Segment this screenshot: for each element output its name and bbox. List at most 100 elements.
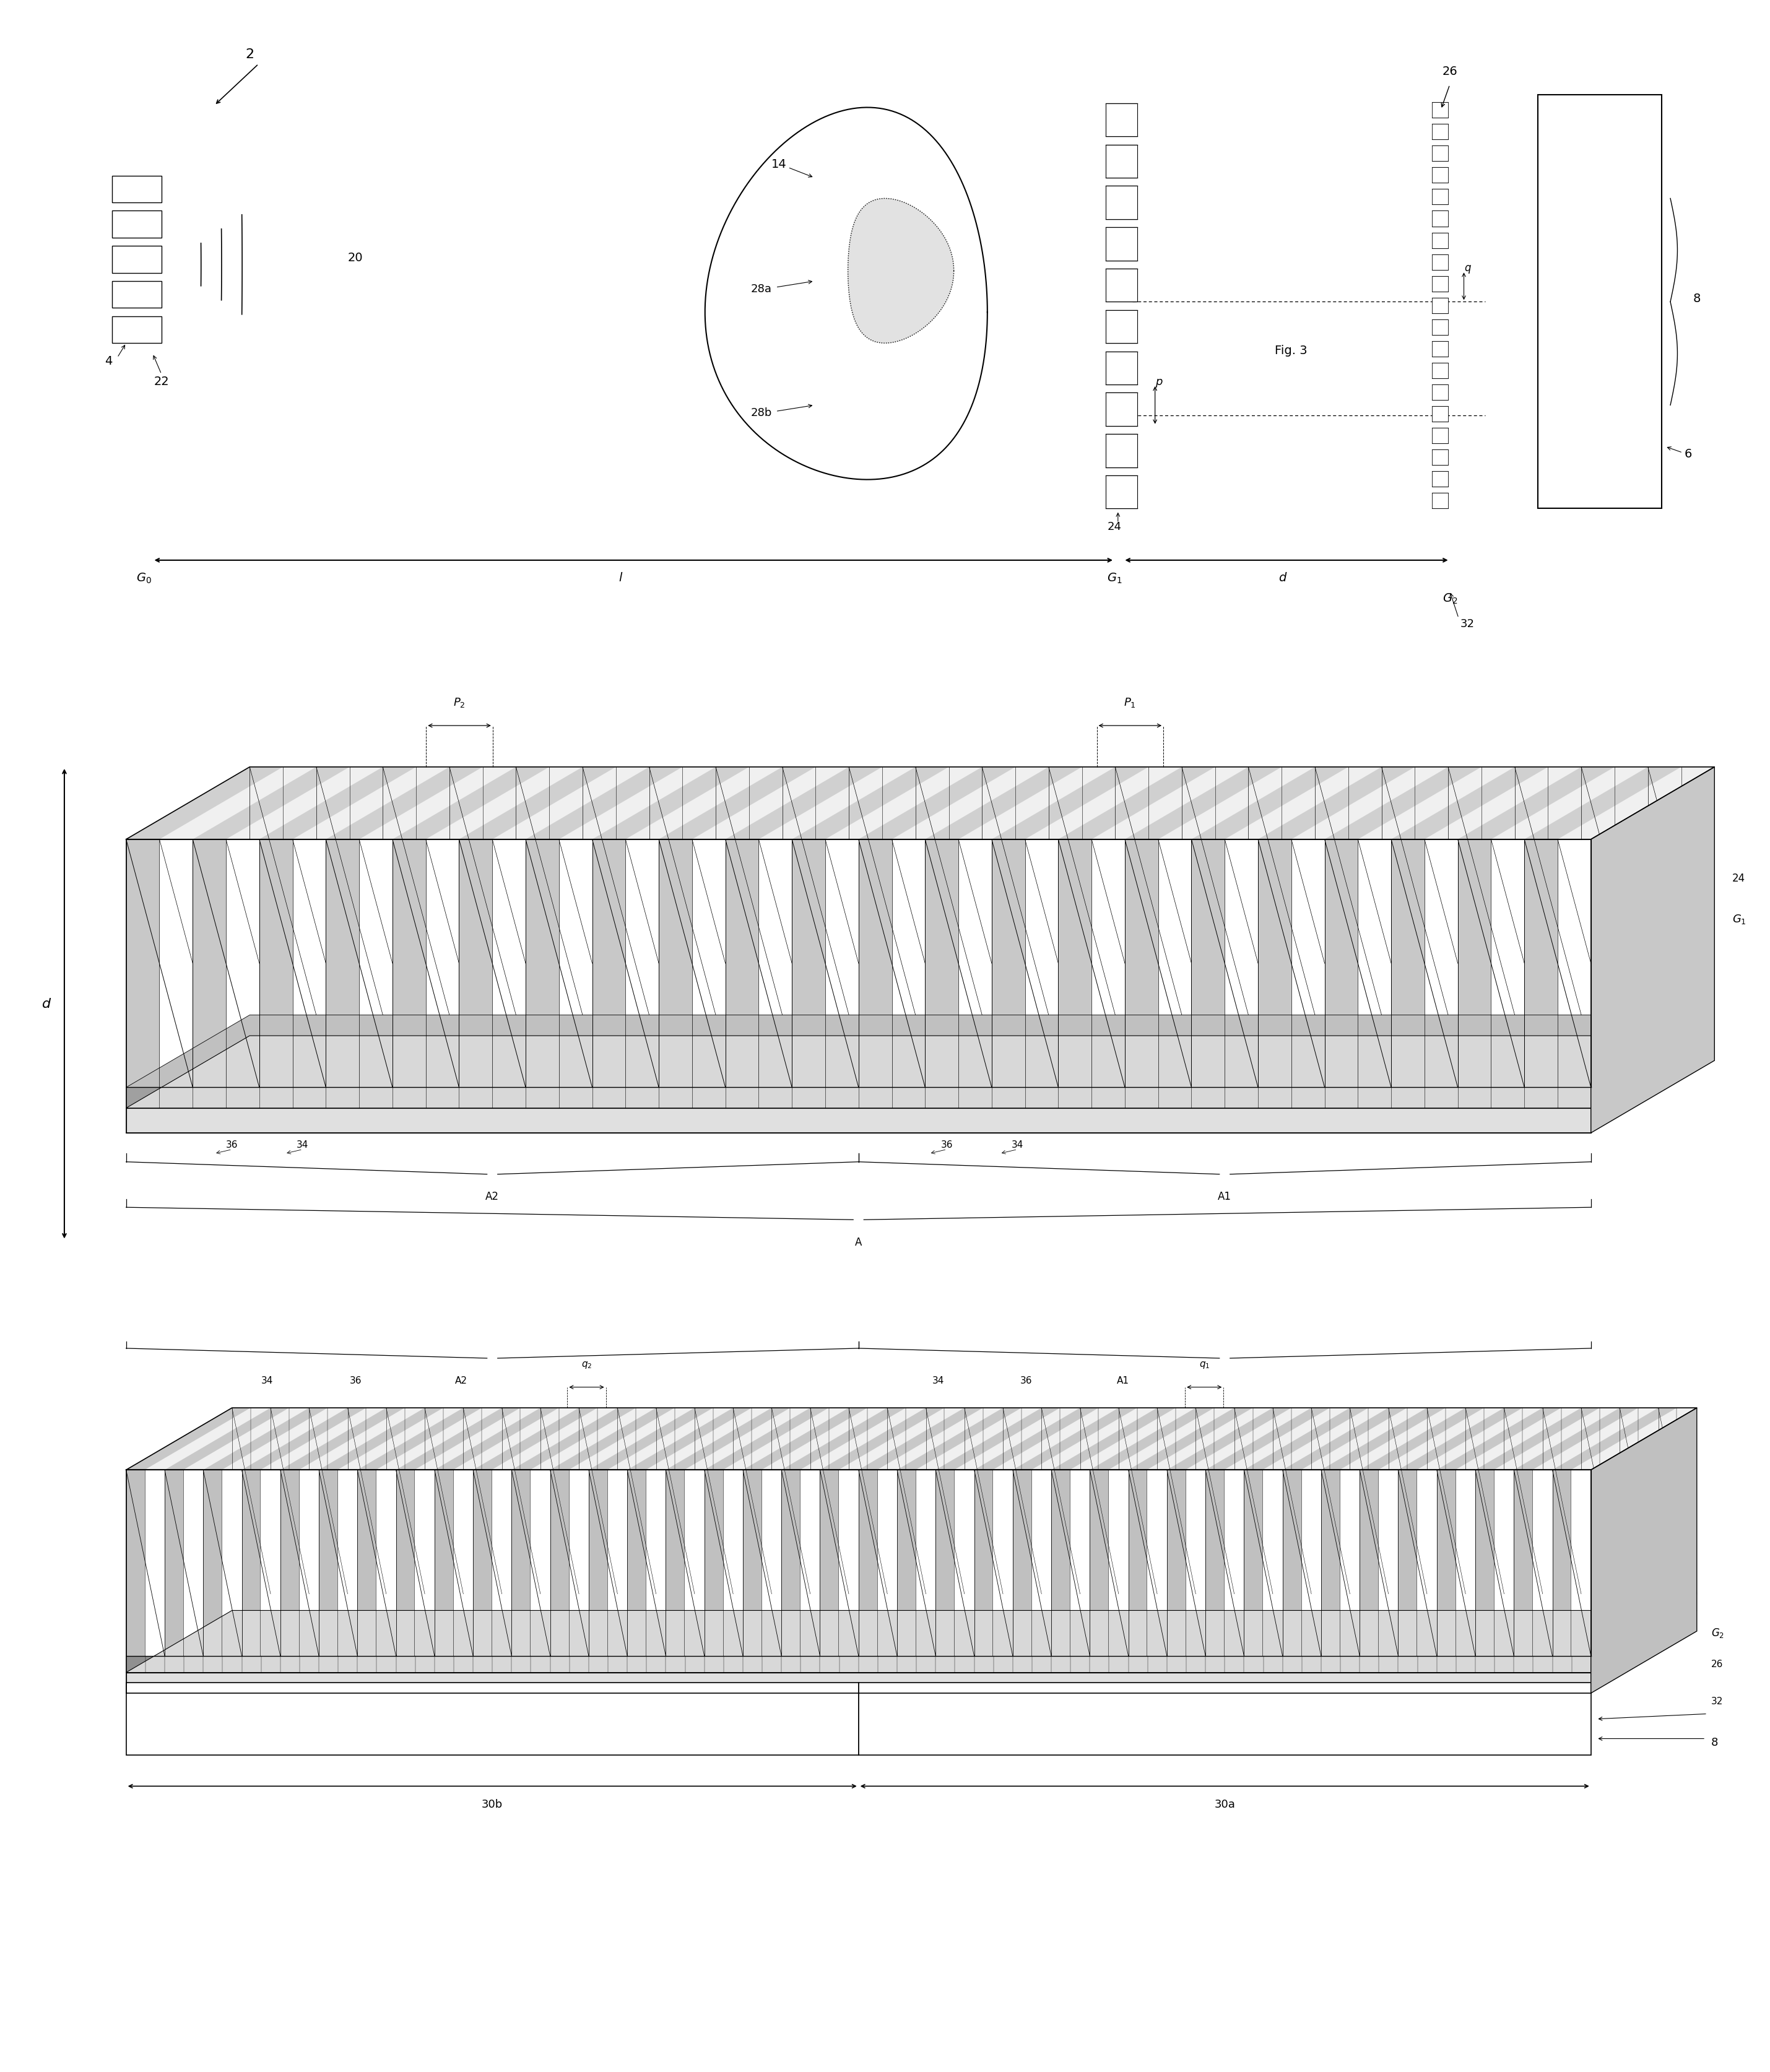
Polygon shape [658, 839, 692, 1088]
Polygon shape [926, 839, 958, 1088]
Text: 34: 34 [297, 1140, 308, 1150]
Bar [112, 282, 161, 309]
Bar [1106, 269, 1138, 303]
Polygon shape [1051, 1469, 1069, 1656]
Polygon shape [1051, 1409, 1175, 1469]
Polygon shape [848, 199, 954, 344]
Polygon shape [193, 767, 349, 839]
Polygon shape [358, 1469, 375, 1656]
Polygon shape [1090, 1409, 1214, 1469]
Polygon shape [593, 767, 749, 839]
Polygon shape [666, 1409, 789, 1469]
Text: $G_1$: $G_1$ [1733, 914, 1747, 926]
Text: $P_2$: $P_2$ [453, 696, 466, 709]
Text: 36: 36 [227, 1140, 237, 1150]
Bar [1538, 95, 1662, 510]
Polygon shape [991, 839, 1025, 1088]
Polygon shape [1191, 767, 1349, 839]
Polygon shape [550, 1409, 674, 1469]
Polygon shape [126, 1015, 1715, 1088]
Polygon shape [326, 767, 483, 839]
Polygon shape [1320, 1409, 1446, 1469]
Bar [1432, 406, 1448, 423]
Bar [1432, 493, 1448, 510]
Polygon shape [589, 1469, 607, 1656]
Polygon shape [1552, 1409, 1676, 1469]
Polygon shape [434, 1409, 559, 1469]
Polygon shape [991, 767, 1149, 839]
Bar [1432, 363, 1448, 379]
Text: 34: 34 [933, 1376, 943, 1384]
Polygon shape [897, 1409, 1021, 1469]
Polygon shape [1391, 767, 1549, 839]
Polygon shape [473, 1469, 492, 1656]
Polygon shape [1012, 1469, 1032, 1656]
Bar [1432, 385, 1448, 400]
Polygon shape [1058, 839, 1092, 1088]
Text: 8: 8 [1692, 292, 1701, 305]
Polygon shape [926, 767, 1081, 839]
Polygon shape [126, 1469, 145, 1656]
Bar [1432, 429, 1448, 443]
Polygon shape [743, 1469, 761, 1656]
Polygon shape [666, 1469, 685, 1656]
Polygon shape [126, 1610, 1697, 1672]
Polygon shape [126, 839, 1591, 1088]
Polygon shape [126, 767, 1715, 839]
Text: 26: 26 [1443, 66, 1457, 77]
Text: 28a: 28a [750, 284, 772, 294]
Polygon shape [326, 839, 359, 1088]
Text: 34: 34 [262, 1376, 273, 1384]
Bar [1432, 276, 1448, 292]
Bar [1432, 298, 1448, 313]
Polygon shape [512, 1469, 529, 1656]
Polygon shape [512, 1409, 635, 1469]
Text: 14: 14 [772, 160, 788, 170]
Polygon shape [1244, 1469, 1262, 1656]
Text: 24: 24 [1108, 520, 1122, 533]
Polygon shape [358, 1409, 481, 1469]
Polygon shape [1191, 839, 1225, 1088]
Polygon shape [165, 1409, 289, 1469]
Bar [1432, 450, 1448, 466]
Text: 36: 36 [1020, 1376, 1032, 1384]
Text: A2: A2 [455, 1376, 467, 1384]
Text: A2: A2 [485, 1191, 499, 1202]
Polygon shape [1359, 1409, 1483, 1469]
Polygon shape [1090, 1469, 1108, 1656]
Bar [126, 1682, 858, 1755]
Polygon shape [258, 839, 292, 1088]
Polygon shape [396, 1409, 520, 1469]
Text: 36: 36 [349, 1376, 361, 1384]
Text: 28b: 28b [750, 408, 772, 419]
Text: 26: 26 [1712, 1660, 1722, 1668]
Polygon shape [396, 1469, 414, 1656]
Text: l: l [618, 572, 621, 584]
Polygon shape [974, 1469, 993, 1656]
Polygon shape [280, 1409, 405, 1469]
Polygon shape [1359, 1469, 1379, 1656]
Polygon shape [1166, 1469, 1186, 1656]
Polygon shape [126, 1409, 251, 1469]
Bar [1106, 352, 1138, 385]
Text: Fig. 3: Fig. 3 [1274, 344, 1308, 356]
Polygon shape [1283, 1409, 1407, 1469]
Polygon shape [280, 1469, 299, 1656]
Polygon shape [936, 1469, 954, 1656]
Polygon shape [1513, 1469, 1533, 1656]
Bar [112, 247, 161, 274]
Polygon shape [1205, 1409, 1329, 1469]
Polygon shape [658, 767, 816, 839]
Bar [1106, 228, 1138, 261]
Text: d: d [42, 999, 51, 1011]
Bar [1106, 186, 1138, 220]
Polygon shape [1513, 1409, 1639, 1469]
Polygon shape [126, 767, 283, 839]
Polygon shape [1398, 1469, 1416, 1656]
Polygon shape [1166, 1409, 1292, 1469]
Polygon shape [858, 767, 1016, 839]
Polygon shape [791, 767, 949, 839]
Polygon shape [458, 767, 616, 839]
Text: 36: 36 [940, 1140, 952, 1150]
Bar [1432, 255, 1448, 269]
